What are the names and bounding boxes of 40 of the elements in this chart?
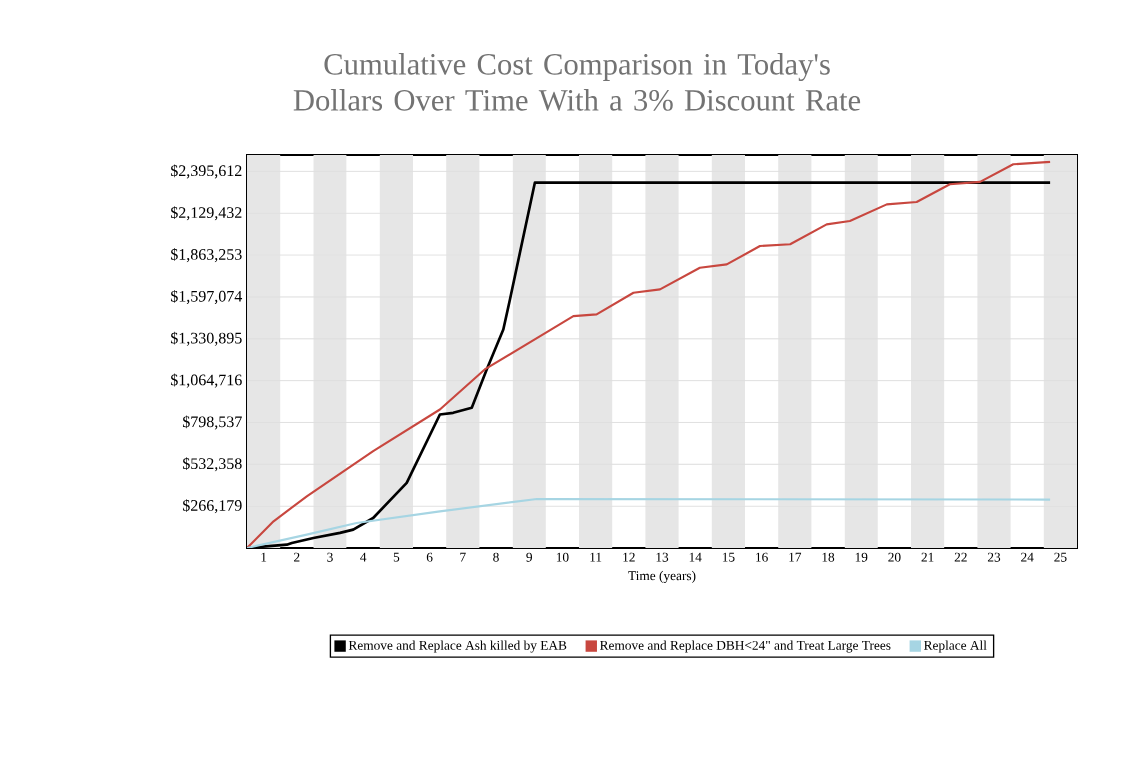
x-tick-label: 25 [1054,552,1067,562]
x-tick-label: 13 [656,552,669,562]
x-tick-label: 9 [526,552,532,562]
y-tick-label: $798,537 [182,415,242,430]
x-tick-label: 23 [987,552,1001,562]
x-tick-label: 6 [426,552,433,562]
x-tick-label: 16 [756,552,768,562]
y-tick-label: $532,358 [182,457,242,472]
x-tick-label: 8 [493,552,499,562]
y-tick-label: $266,179 [182,499,242,514]
x-tick-label: 18 [822,552,835,562]
x-tick-label: 14 [689,552,702,562]
x-tick-label: 17 [789,552,802,562]
line-series [247,497,1052,548]
x-tick-label: 2 [294,552,300,562]
x-tick-label: 5 [393,552,400,562]
x-tick-label: 4 [360,552,367,562]
legend-label: Remove and Replace DBH<24" and Treat Large Trees [600,640,891,653]
x-tick-label: 1 [261,552,267,562]
x-axis-title: Time (years) [628,570,696,583]
x-tick-label: 24 [1021,552,1034,562]
legend-label: Replace All [924,640,987,653]
x-tick-label: 19 [855,552,868,562]
legend-label: Remove and Replace Ash killed by EAB [348,640,567,653]
y-tick-label: $1,597,074 [170,289,243,304]
y-tick-label: $1,064,716 [170,373,242,388]
x-tick-label: 3 [327,552,333,562]
x-tick-label: 20 [888,552,901,562]
y-tick-label: $2,395,612 [170,164,242,179]
x-tick-label: 22 [954,552,967,562]
x-tick-label: 12 [623,552,635,562]
chart-title: Cumulative Cost Comparison in Today's Dollars Over Time With a 3% Discount Rate [293,53,861,111]
x-tick-label: 21 [921,552,934,562]
x-tick-label: 11 [590,552,602,562]
y-tick-label: $2,129,432 [170,206,242,221]
y-tick-label: $1,330,895 [170,331,242,346]
x-tick-label: 15 [722,552,735,562]
x-tick-label: 10 [556,552,569,562]
x-tick-label: 7 [460,552,466,562]
y-tick-label: $1,863,253 [170,248,242,263]
